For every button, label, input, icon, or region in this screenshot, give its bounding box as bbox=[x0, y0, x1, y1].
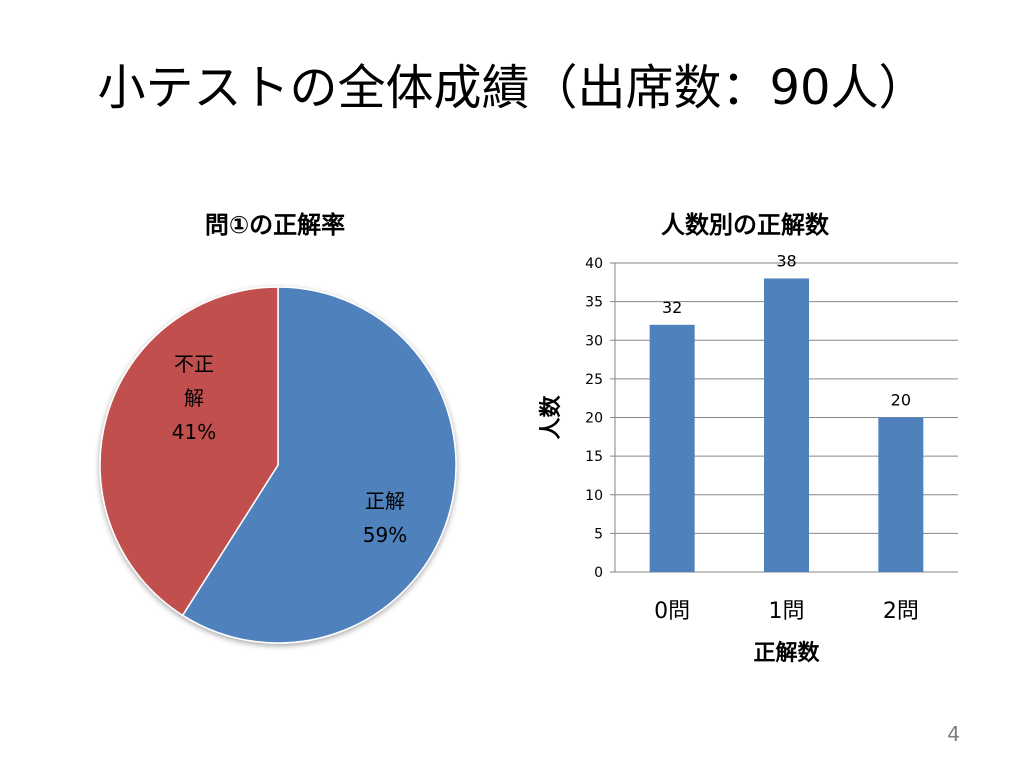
pie-slice bbox=[99, 286, 279, 617]
bar-data-label: 32 bbox=[662, 298, 682, 317]
x-axis-label: 正解数 bbox=[753, 640, 820, 666]
slide-title: 小テストの全体成績（出席数：90人） bbox=[97, 60, 927, 116]
pie-slice-label: 不正解 41% bbox=[172, 352, 216, 444]
y-tick-label: 25 bbox=[585, 372, 603, 388]
bar-data-label: 38 bbox=[776, 251, 796, 270]
x-tick-label: 1問 bbox=[769, 599, 805, 624]
y-tick-label: 35 bbox=[585, 295, 603, 311]
pie-chart-title: 問①の正解率 bbox=[204, 211, 346, 239]
y-axis-label: 人数 bbox=[538, 395, 564, 440]
y-tick-label: 10 bbox=[585, 488, 603, 504]
x-tick-label: 0問 bbox=[654, 599, 690, 624]
y-tick-label: 0 bbox=[594, 565, 603, 581]
bar-data-label: 20 bbox=[891, 391, 911, 410]
bar bbox=[649, 324, 695, 572]
bar bbox=[878, 417, 924, 572]
pie-slice-label: 正解 59% bbox=[363, 489, 407, 547]
y-tick-label: 30 bbox=[585, 333, 603, 349]
page-number: 4 bbox=[947, 722, 960, 746]
y-tick-label: 15 bbox=[585, 449, 603, 465]
pie-slice bbox=[181, 286, 457, 644]
y-tick-label: 5 bbox=[594, 526, 603, 542]
y-tick-label: 40 bbox=[585, 256, 603, 272]
bar bbox=[764, 278, 809, 572]
x-tick-label: 2問 bbox=[883, 599, 919, 624]
y-tick-label: 20 bbox=[585, 411, 603, 427]
bar-chart-title: 人数別の正解数 bbox=[661, 211, 829, 239]
